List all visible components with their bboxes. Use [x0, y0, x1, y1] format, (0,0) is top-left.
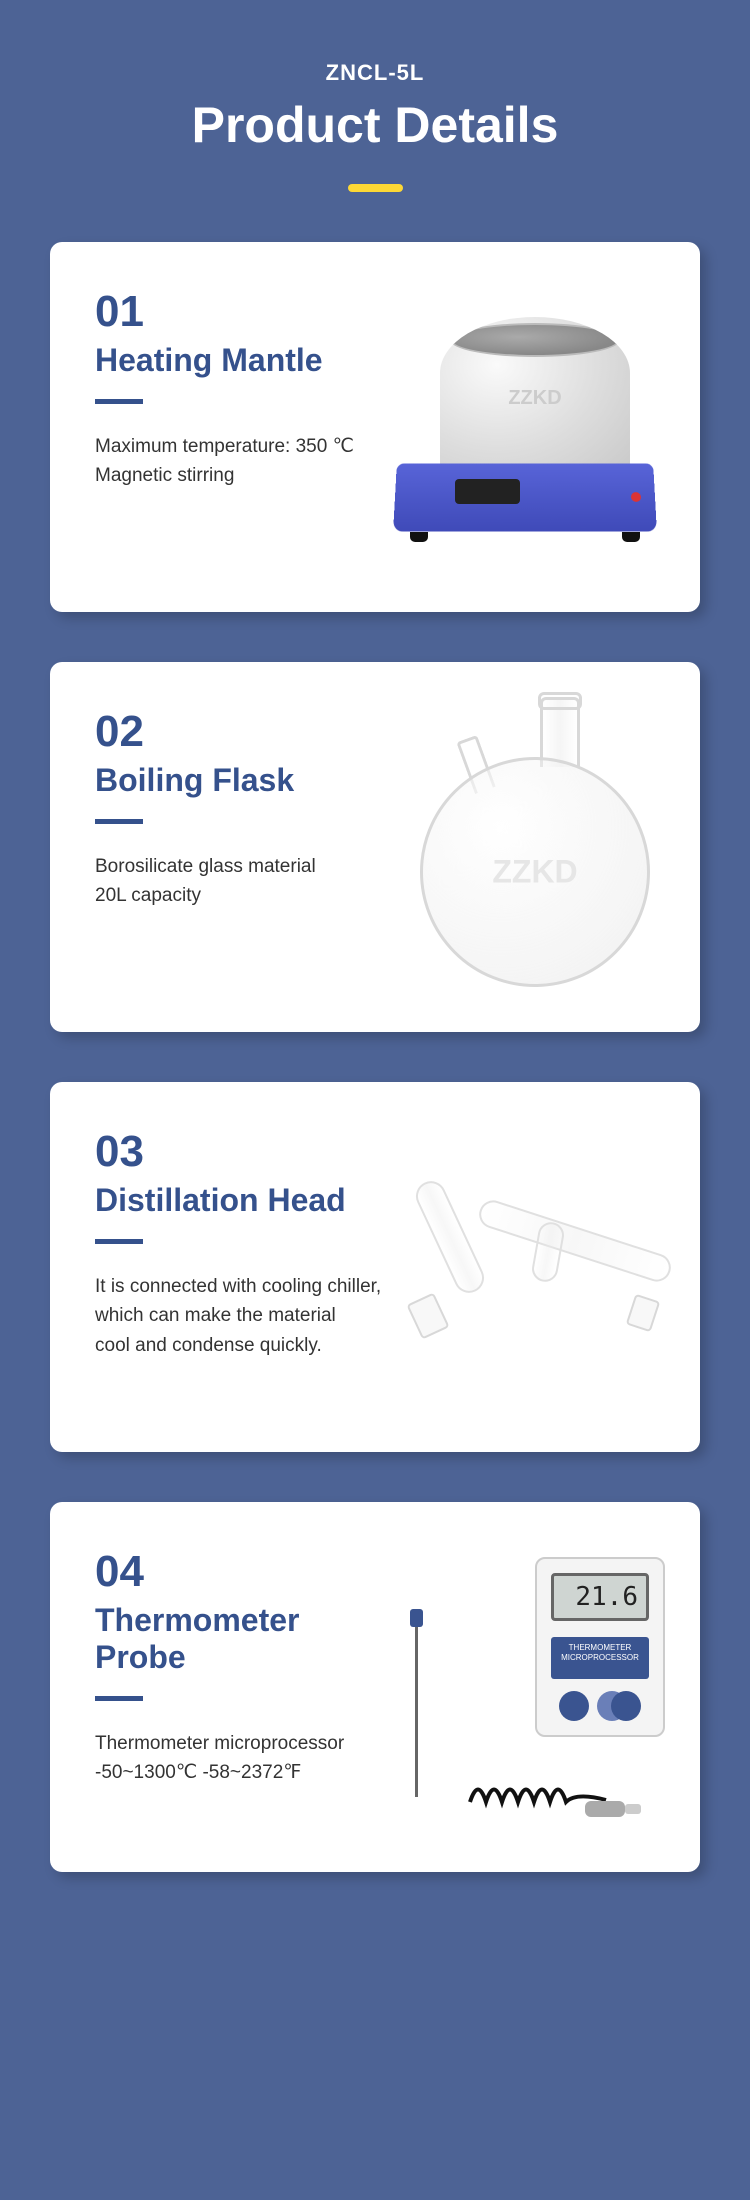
probe-needle-icon [415, 1627, 418, 1797]
distillation-head-image [355, 1167, 675, 1367]
card-number: 03 [95, 1127, 386, 1177]
title-underline [95, 1696, 143, 1701]
page-title: Product Details [0, 96, 750, 154]
card-description: Maximum temperature: 350 ℃ Magnetic stir… [95, 432, 386, 491]
accent-underline [348, 184, 403, 192]
product-card: 01 Heating Mantle Maximum temperature: 3… [50, 242, 700, 612]
product-card: 04 Thermometer Probe Thermometer micropr… [50, 1502, 700, 1872]
card-description: Borosilicate glass material 20L capacity [95, 852, 386, 911]
thermometer-display: 21.6 [551, 1573, 649, 1621]
coiled-cable-icon [465, 1762, 630, 1827]
title-underline [95, 399, 143, 404]
header: ZNCL-5L Product Details [0, 0, 750, 242]
watermark: ZZKD [423, 854, 647, 891]
card-number: 01 [95, 287, 386, 337]
card-title: Distillation Head [95, 1182, 386, 1219]
title-underline [95, 819, 143, 824]
card-number: 04 [95, 1547, 386, 1597]
card-title: Heating Mantle [95, 342, 386, 379]
thermometer-probe-image: 21.6 THERMOMETER MICROPROCESSOR [375, 1537, 675, 1837]
card-number: 02 [95, 707, 386, 757]
thermometer-button-icon [611, 1691, 641, 1721]
card-title: Boiling Flask [95, 762, 386, 799]
connector-plug-icon [585, 1801, 625, 1817]
watermark: ZZKD [440, 387, 630, 410]
title-underline [95, 1239, 143, 1244]
product-model: ZNCL-5L [0, 60, 750, 86]
thermometer-label: THERMOMETER MICROPROCESSOR [551, 1637, 649, 1679]
thermometer-button-icon [559, 1691, 589, 1721]
card-title: Thermometer Probe [95, 1602, 386, 1676]
heating-mantle-image: ZZKD [375, 312, 675, 542]
card-list: 01 Heating Mantle Maximum temperature: 3… [0, 242, 750, 1872]
product-card: 03 Distillation Head It is connected wit… [50, 1082, 700, 1452]
product-card: 02 Boiling Flask Borosilicate glass mate… [50, 662, 700, 1032]
boiling-flask-image: ZZKD [395, 697, 675, 997]
card-description: Thermometer microprocessor -50~1300℃ -58… [95, 1729, 386, 1788]
card-description: It is connected with cooling chiller, wh… [95, 1272, 386, 1360]
